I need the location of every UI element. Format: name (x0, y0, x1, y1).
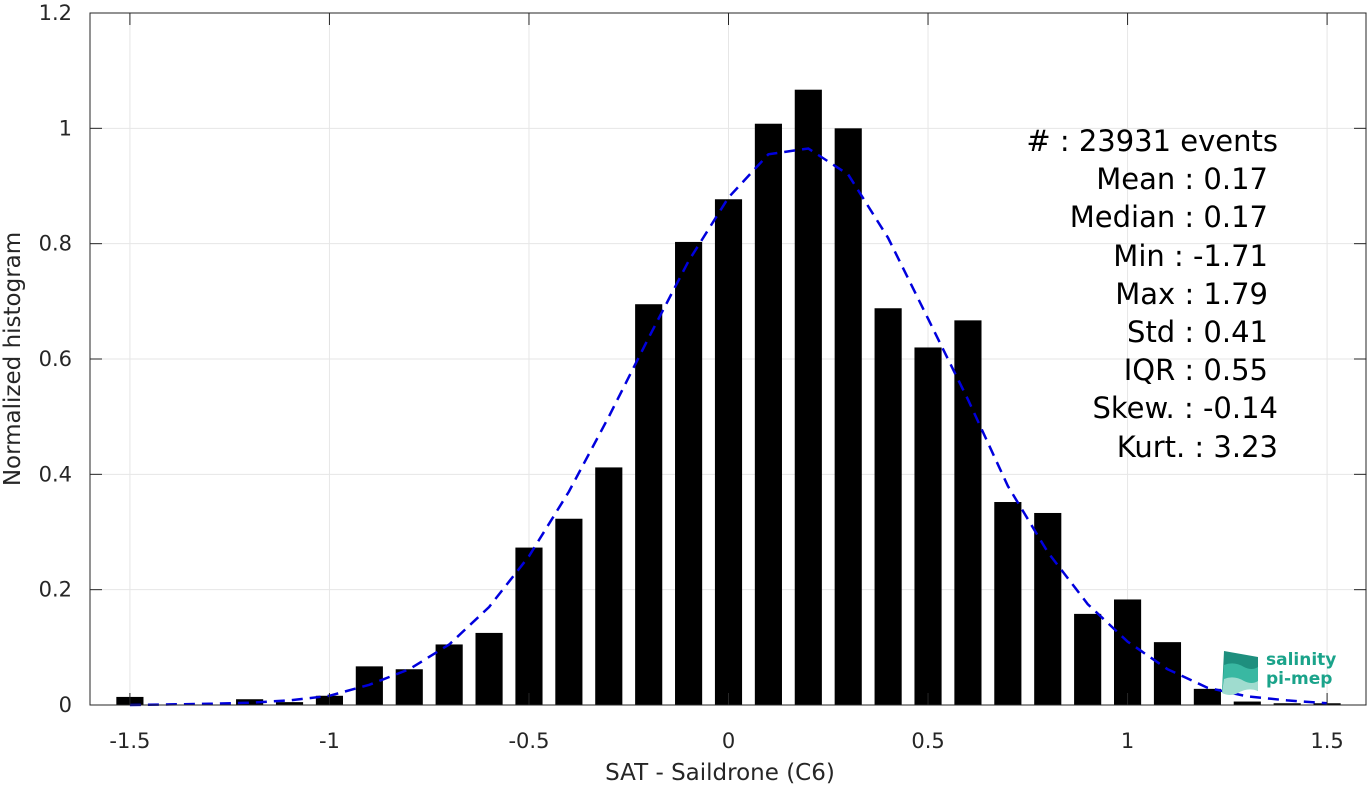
histogram-bar (435, 644, 463, 705)
stat-line: Kurt. : 3.23 (1116, 429, 1278, 464)
y-tick-label: 1.2 (39, 1, 72, 25)
histogram-bar (1113, 599, 1142, 705)
y-tick-label: 0 (59, 693, 72, 717)
stat-line: IQR : 0.55 (1123, 353, 1268, 388)
y-tick-label: 0.4 (39, 462, 72, 486)
y-tick-label: 0.2 (39, 578, 72, 602)
histogram-bars (116, 89, 1341, 706)
y-tick-label: 1 (59, 116, 72, 140)
histogram-bar (1193, 688, 1221, 705)
x-tick-label: -0.5 (508, 729, 549, 753)
histogram-bar (1034, 512, 1062, 705)
histogram-bar (834, 128, 862, 706)
logo-text-pi-mep: pi-mep (1266, 669, 1333, 689)
x-tick-labels: -1.5 -1 -0.5 0 0.5 1 1.5 (109, 729, 1343, 753)
y-axis-label: Normalized histogram (0, 232, 26, 486)
histogram-bar (555, 518, 583, 705)
histogram-bar (595, 467, 623, 705)
x-tick-label: 1.5 (1310, 729, 1343, 753)
histogram-bar (515, 547, 543, 705)
x-axis-label: SAT - Saildrone (C6) (605, 760, 835, 785)
stat-line: # : 23931 events (1026, 124, 1278, 158)
histogram-bar (954, 320, 982, 705)
y-tick-label: 0.6 (39, 347, 72, 371)
histogram-bar (395, 669, 423, 705)
x-tick-label: 1 (1121, 729, 1134, 753)
histogram-bar (994, 502, 1022, 705)
stat-line: Skew. : -0.14 (1092, 391, 1278, 426)
stat-line: Std : 0.41 (1127, 315, 1268, 349)
stat-line: Max : 1.79 (1115, 276, 1268, 311)
stat-line: Mean : 0.17 (1096, 162, 1268, 197)
logo-text-salinity: salinity (1266, 650, 1337, 670)
y-tick-labels: 0 0.2 0.4 0.6 0.8 1 1.2 (39, 1, 72, 717)
histogram-bar (1273, 703, 1301, 705)
axes-frame (89, 12, 1367, 706)
x-tick-label: 0 (722, 729, 735, 753)
histogram-bar (675, 241, 703, 706)
histogram-bar (914, 347, 942, 705)
histogram-bar (874, 308, 902, 705)
histogram-bar (714, 199, 743, 705)
histogram-bar (475, 632, 503, 705)
histogram-bar (635, 304, 663, 705)
x-tick-label: 0.5 (911, 729, 944, 753)
x-tick-label: -1 (319, 729, 340, 753)
y-tick-label: 0.8 (39, 232, 72, 256)
wave-logo-icon (1222, 651, 1258, 695)
x-tick-label: -1.5 (109, 729, 150, 753)
salinity-pi-mep-logo: salinity pi-mep (1218, 645, 1348, 697)
histogram-bar (794, 89, 822, 706)
histogram-bar (1074, 613, 1102, 705)
stat-line: Median : 0.17 (1069, 200, 1268, 235)
histogram-bar (1153, 642, 1182, 705)
histogram-bar (236, 699, 264, 705)
histogram-bar (754, 123, 782, 706)
stat-line: Min : -1.71 (1113, 238, 1268, 273)
histogram-bar (275, 702, 304, 705)
histogram-bar (1233, 701, 1261, 705)
